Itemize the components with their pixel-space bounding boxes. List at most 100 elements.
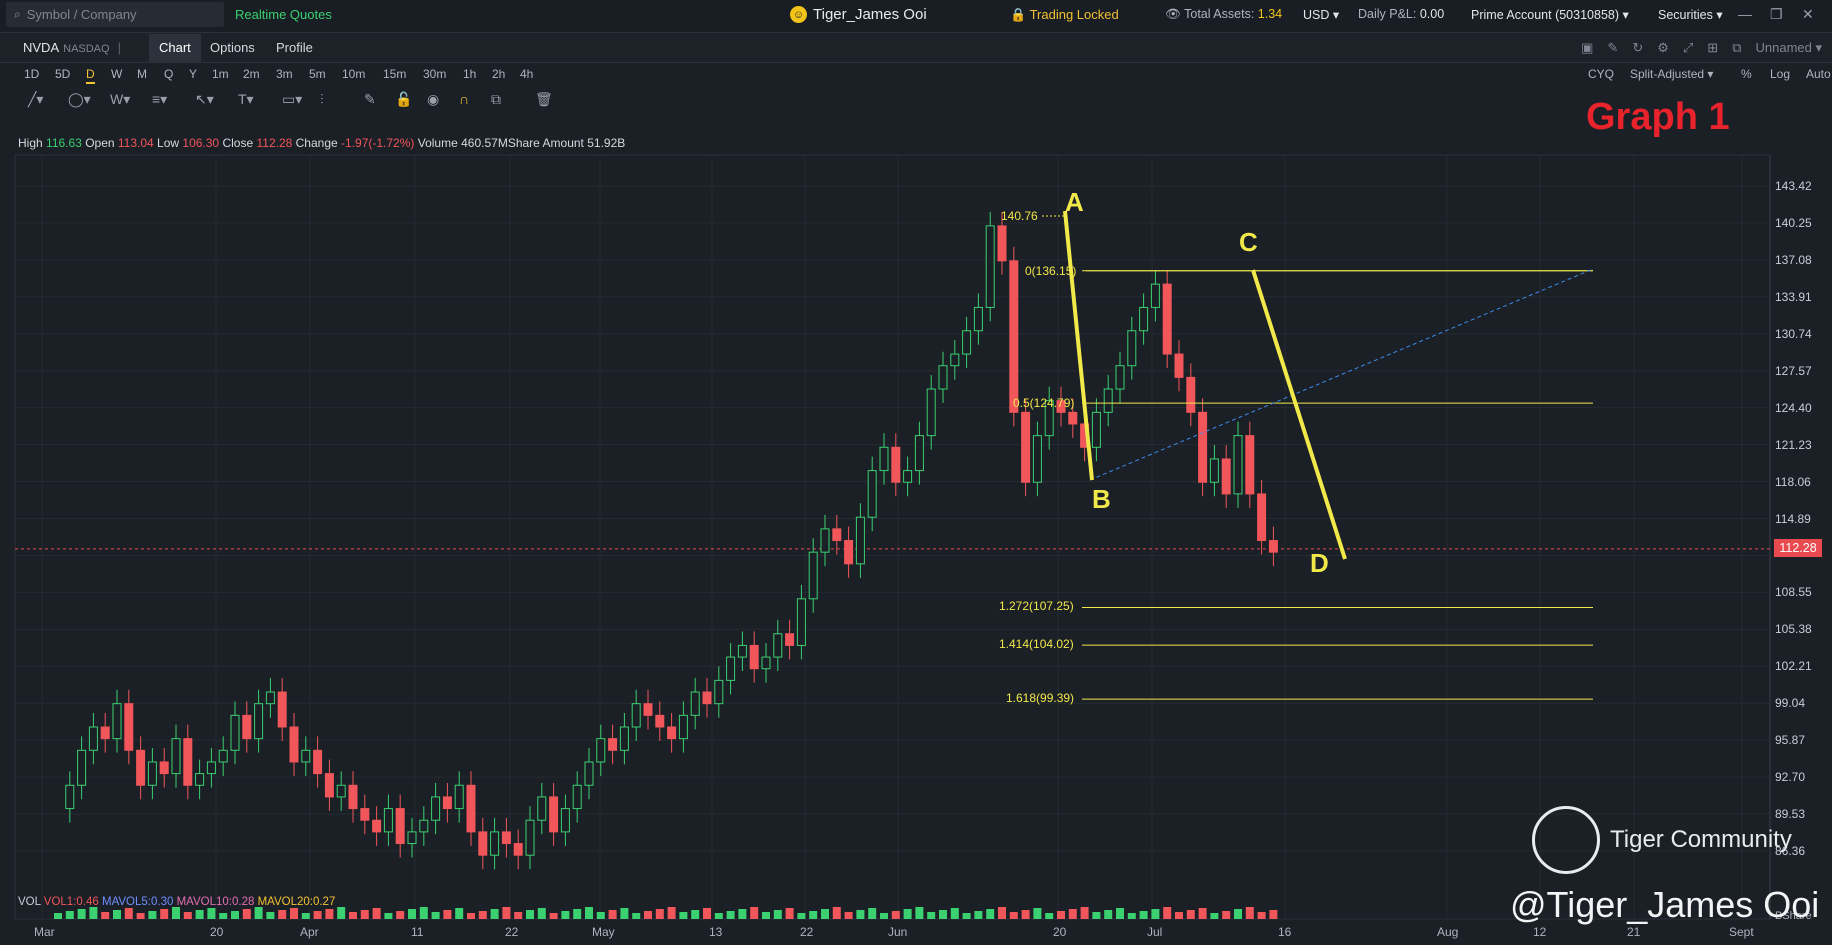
volume-bar: [478, 911, 487, 919]
log-button[interactable]: Log: [1770, 67, 1791, 81]
pencil-icon[interactable]: ✎: [364, 91, 376, 107]
period-y[interactable]: Y: [189, 67, 198, 81]
close-icon[interactable]: ✕: [1802, 6, 1814, 22]
layout-select[interactable]: Unnamed ▾: [1755, 40, 1822, 55]
close-label: Close: [222, 136, 254, 150]
open-label: Open: [85, 136, 115, 150]
period-2h[interactable]: 2h: [492, 67, 506, 81]
volume-bar: [54, 913, 62, 919]
eye-icon[interactable]: 👁: [1165, 7, 1181, 21]
volume-bar: [1057, 911, 1065, 919]
screenshot-icon[interactable]: ▣: [1581, 40, 1594, 55]
period-10m[interactable]: 10m: [342, 67, 366, 81]
candle-body: [313, 749, 323, 775]
drawing-toolbar: ╱▾ ◯▾ W▾ ≡▾ ↖▾ T▾ ▭▾ ⫶ ✎ 🔓 ◉ ∩ ⧉ 🗑: [0, 88, 1832, 112]
candle-body: [867, 470, 877, 518]
candle-body: [973, 306, 983, 332]
trading-locked-button[interactable]: 🔒 Trading Locked: [1010, 7, 1119, 22]
candle-body: [938, 365, 948, 390]
candle-body: [914, 435, 924, 472]
candle-body: [619, 726, 629, 751]
period-5m[interactable]: 5m: [309, 67, 326, 81]
period-d[interactable]: D: [86, 67, 95, 84]
period-15m[interactable]: 15m: [383, 67, 407, 81]
candle-body: [336, 784, 346, 798]
line-tool-icon[interactable]: ╱▾: [28, 91, 44, 107]
period-1d[interactable]: 1D: [24, 67, 40, 81]
date-tick: 11: [411, 925, 424, 939]
settings-icon[interactable]: ⚙: [1657, 40, 1669, 55]
label-tool-icon[interactable]: ▭▾: [282, 91, 303, 107]
tab-options[interactable]: Options: [210, 40, 255, 55]
tab-profile[interactable]: Profile: [276, 40, 313, 55]
currency-select[interactable]: USD ▾: [1303, 8, 1340, 22]
period-30m[interactable]: 30m: [423, 67, 447, 81]
volume-bar: [762, 912, 770, 919]
volume-bar: [1151, 909, 1160, 919]
text-tool-icon[interactable]: T▾: [238, 91, 254, 107]
grid-layout-icon[interactable]: ⊞: [1707, 40, 1719, 55]
period-w[interactable]: W: [111, 67, 123, 81]
lock-icon[interactable]: 🔓: [395, 91, 413, 107]
candle-body: [690, 691, 700, 716]
candle-body: [1162, 283, 1172, 355]
candle-body: [608, 738, 618, 751]
volume-bar: [1045, 913, 1054, 919]
account-select[interactable]: Prime Account (50310858) ▾: [1471, 8, 1629, 22]
cyq-button[interactable]: CYQ: [1588, 67, 1615, 81]
volume-bar: [101, 912, 110, 919]
auto-button[interactable]: Auto: [1806, 67, 1831, 81]
volume-bar: [1092, 912, 1101, 919]
amount-value: 51.92B: [587, 136, 626, 150]
securities-select[interactable]: Securities ▾: [1658, 8, 1723, 22]
magnet-icon[interactable]: ∩: [459, 91, 470, 107]
user-name[interactable]: ☺ Tiger_James Ooi: [790, 6, 927, 23]
measure-tool-icon[interactable]: ⫶: [320, 91, 324, 107]
shape-tool-icon[interactable]: ◯▾: [68, 91, 91, 107]
candle-body: [879, 446, 889, 472]
mavol5-value: MAVOL5:0.30: [101, 896, 174, 908]
tab-chart[interactable]: Chart: [149, 34, 201, 62]
fib-tool-icon[interactable]: ≡▾: [152, 91, 168, 107]
volume-bar: [537, 908, 546, 919]
minimize-icon[interactable]: —: [1738, 6, 1752, 22]
volume-bar: [231, 911, 239, 919]
period-1m[interactable]: 1m: [212, 67, 229, 81]
restore-icon[interactable]: ❐: [1770, 6, 1783, 22]
fullscreen-icon[interactable]: ⤢: [1682, 40, 1694, 55]
volume-value: 460.57MShare: [461, 136, 540, 150]
volume-bar: [1245, 907, 1254, 919]
adjust-select[interactable]: Split-Adjusted ▾: [1630, 67, 1714, 81]
period-2m[interactable]: 2m: [243, 67, 260, 81]
candle-body: [395, 808, 405, 845]
daily-pnl-label: Daily P&L:: [1358, 7, 1417, 21]
fibonacci-drawing: [1042, 210, 1594, 700]
volume-bar: [124, 908, 133, 919]
copy-icon[interactable]: ⧉: [1732, 40, 1742, 55]
point-a-price: 140.76: [1001, 209, 1038, 223]
volume-bar: [644, 911, 652, 919]
period-m[interactable]: M: [137, 67, 147, 81]
period-4h[interactable]: 4h: [520, 67, 534, 81]
volume-bar: [1127, 913, 1136, 919]
price-tick: 121.23: [1775, 438, 1812, 452]
refresh-icon[interactable]: ↻: [1632, 40, 1644, 55]
candle-body: [549, 796, 559, 833]
edit-icon[interactable]: ✎: [1607, 40, 1619, 55]
candle-body: [348, 784, 358, 810]
clone-icon[interactable]: ⧉: [491, 91, 501, 107]
period-1h[interactable]: 1h: [463, 67, 477, 81]
date-tick: 16: [1278, 925, 1292, 939]
period-3m[interactable]: 3m: [276, 67, 293, 81]
volume-bar: [655, 909, 664, 919]
realtime-quotes-link[interactable]: Realtime Quotes: [235, 7, 332, 22]
volume-bar: [1139, 911, 1148, 919]
period-5d[interactable]: 5D: [55, 67, 71, 81]
trash-icon[interactable]: 🗑: [535, 91, 553, 107]
arrow-tool-icon[interactable]: ↖▾: [195, 91, 214, 107]
wave-tool-icon[interactable]: W▾: [110, 91, 131, 107]
search-input[interactable]: ⌕ Symbol / Company: [6, 2, 224, 27]
visibility-icon[interactable]: ◉: [427, 91, 440, 107]
period-q[interactable]: Q: [164, 67, 174, 81]
percent-button[interactable]: %: [1741, 67, 1752, 81]
